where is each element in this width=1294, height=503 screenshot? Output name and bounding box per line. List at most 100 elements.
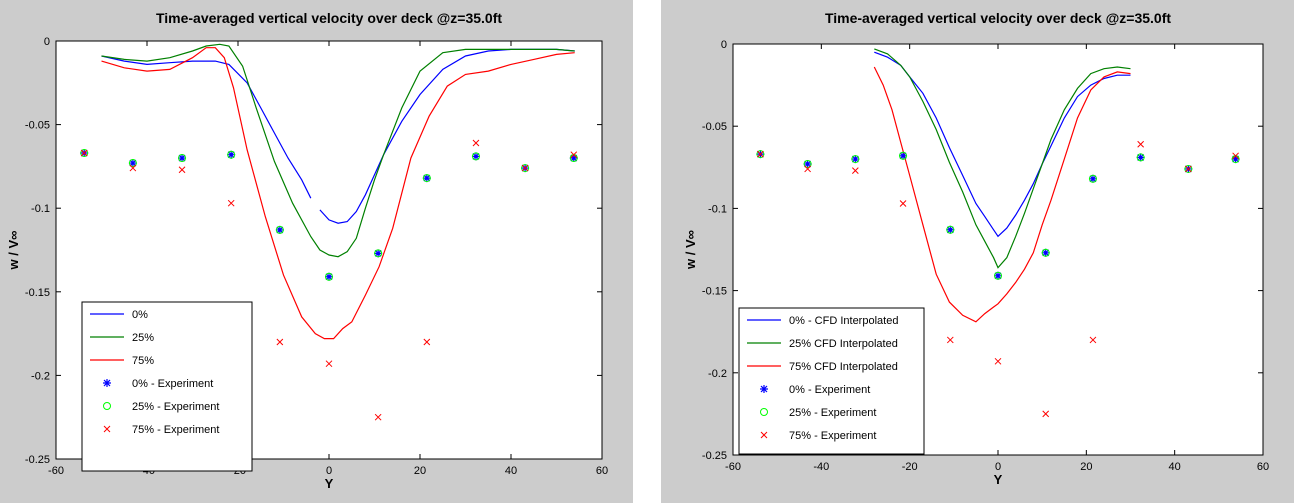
data-point: [946, 225, 955, 234]
chart-title: Time-averaged vertical velocity over dec…: [156, 10, 502, 26]
data-point: [570, 151, 578, 159]
data-point: [374, 249, 383, 258]
data-point: [129, 164, 137, 172]
data-point: [325, 272, 333, 281]
data-point: [422, 174, 431, 183]
x-axis-label: Y: [325, 476, 334, 491]
left-chart: Time-averaged vertical velocity over dec…: [6, 10, 608, 491]
series-layer: [80, 43, 578, 421]
data-point: [994, 271, 1002, 280]
data-point: [1042, 410, 1050, 418]
data-point: [325, 272, 333, 281]
data-point: [227, 199, 235, 207]
series-markers-4: [80, 149, 578, 281]
data-point: [80, 149, 89, 158]
series-markers-5: [757, 140, 1239, 418]
data-point: [178, 154, 187, 163]
legend-swatch: [103, 379, 111, 387]
legend-label: 25% - Experiment: [789, 407, 876, 419]
data-point: [1184, 164, 1193, 173]
legend-swatch: [103, 402, 111, 410]
data-point: [275, 225, 284, 234]
y-tick-label: -0.1: [708, 203, 727, 215]
data-point: [1136, 153, 1145, 162]
series-line-0: [101, 55, 312, 199]
y-tick-label: -0.2: [708, 368, 727, 380]
data-point: [899, 151, 908, 160]
data-point: [994, 271, 1002, 280]
x-tick-label: 40: [1169, 461, 1181, 473]
data-point: [227, 150, 236, 159]
data-point: [80, 149, 88, 157]
data-point: [178, 154, 187, 163]
data-point: [804, 165, 811, 173]
legend-box: [738, 307, 925, 455]
data-point: [471, 152, 480, 161]
data-point: [569, 154, 578, 163]
series-line-2: [873, 66, 1131, 323]
legend-label: 25% CFD Interpolated: [789, 338, 898, 350]
x-tick-label: 60: [596, 465, 608, 477]
x-tick-label: -20: [902, 461, 918, 473]
legend-swatch: [760, 431, 768, 439]
data-point: [325, 360, 333, 368]
x-tick-label: -40: [813, 461, 829, 473]
legend: 0% - CFD Interpolated 25% CFD Interpolate…: [738, 307, 925, 455]
y-tick-label: -0.1: [31, 203, 50, 215]
data-point: [521, 164, 529, 172]
y-tick-label: -0.05: [25, 120, 50, 132]
x-tick-label: 20: [1080, 461, 1092, 473]
legend-label: 0% - Experiment: [132, 378, 213, 390]
series-layer: [756, 48, 1240, 418]
data-point: [1088, 174, 1097, 183]
data-point: [946, 336, 954, 344]
series-line-1: [874, 48, 1131, 269]
x-tick-label: -60: [725, 461, 741, 473]
series-markers-6: [80, 139, 578, 421]
data-point: [128, 159, 137, 168]
x-tick-label: 0: [326, 465, 332, 477]
data-point: [227, 150, 236, 159]
series-markers-4: [756, 150, 1240, 280]
data-point: [1185, 165, 1192, 173]
data-point: [472, 139, 480, 147]
legend-label: 25%: [132, 332, 154, 344]
data-point: [128, 159, 137, 168]
series-line-3: [101, 47, 575, 340]
legend-label: 25% - Experiment: [132, 401, 219, 413]
y-axis: 0 -0.05 -0.1 -0.15 -0.2 -0.25: [702, 39, 1263, 462]
data-point: [994, 357, 1002, 365]
right-chart: Time-averaged vertical velocity over dec…: [683, 10, 1269, 487]
chart-title: Time-averaged vertical velocity over dec…: [825, 10, 1171, 26]
legend-label: 0%: [132, 309, 148, 321]
data-point: [374, 249, 383, 258]
y-tick-label: -0.25: [702, 450, 727, 462]
y-tick-label: 0: [721, 39, 727, 51]
x-axis-label: Y: [994, 472, 1003, 487]
data-point: [422, 174, 431, 183]
x-tick-label: -60: [48, 465, 64, 477]
y-axis-label: w / V∞: [683, 230, 698, 270]
y-tick-label: -0.05: [702, 121, 727, 133]
data-point: [374, 413, 382, 421]
data-point: [178, 166, 186, 174]
right-figure: Time-averaged vertical velocity over dec…: [661, 0, 1294, 503]
data-point: [1136, 153, 1145, 162]
data-point: [1088, 174, 1097, 183]
data-point: [276, 338, 284, 346]
y-axis: 0 -0.05 -0.1 -0.15 -0.2 -0.25: [25, 36, 602, 466]
data-point: [1041, 248, 1050, 257]
legend-label: 75% - Experiment: [789, 430, 876, 442]
x-tick-label: 0: [995, 461, 1001, 473]
y-tick-label: -0.2: [31, 370, 50, 382]
data-point: [1041, 248, 1050, 257]
legend-label: 75% - Experiment: [132, 424, 219, 436]
data-point: [275, 225, 284, 234]
data-point: [851, 167, 859, 174]
data-point: [521, 164, 530, 173]
data-point: [1137, 140, 1145, 148]
y-axis-label: w / V∞: [6, 231, 21, 271]
data-point: [1089, 336, 1097, 344]
legend-box: [81, 301, 253, 472]
data-point: [851, 155, 860, 164]
